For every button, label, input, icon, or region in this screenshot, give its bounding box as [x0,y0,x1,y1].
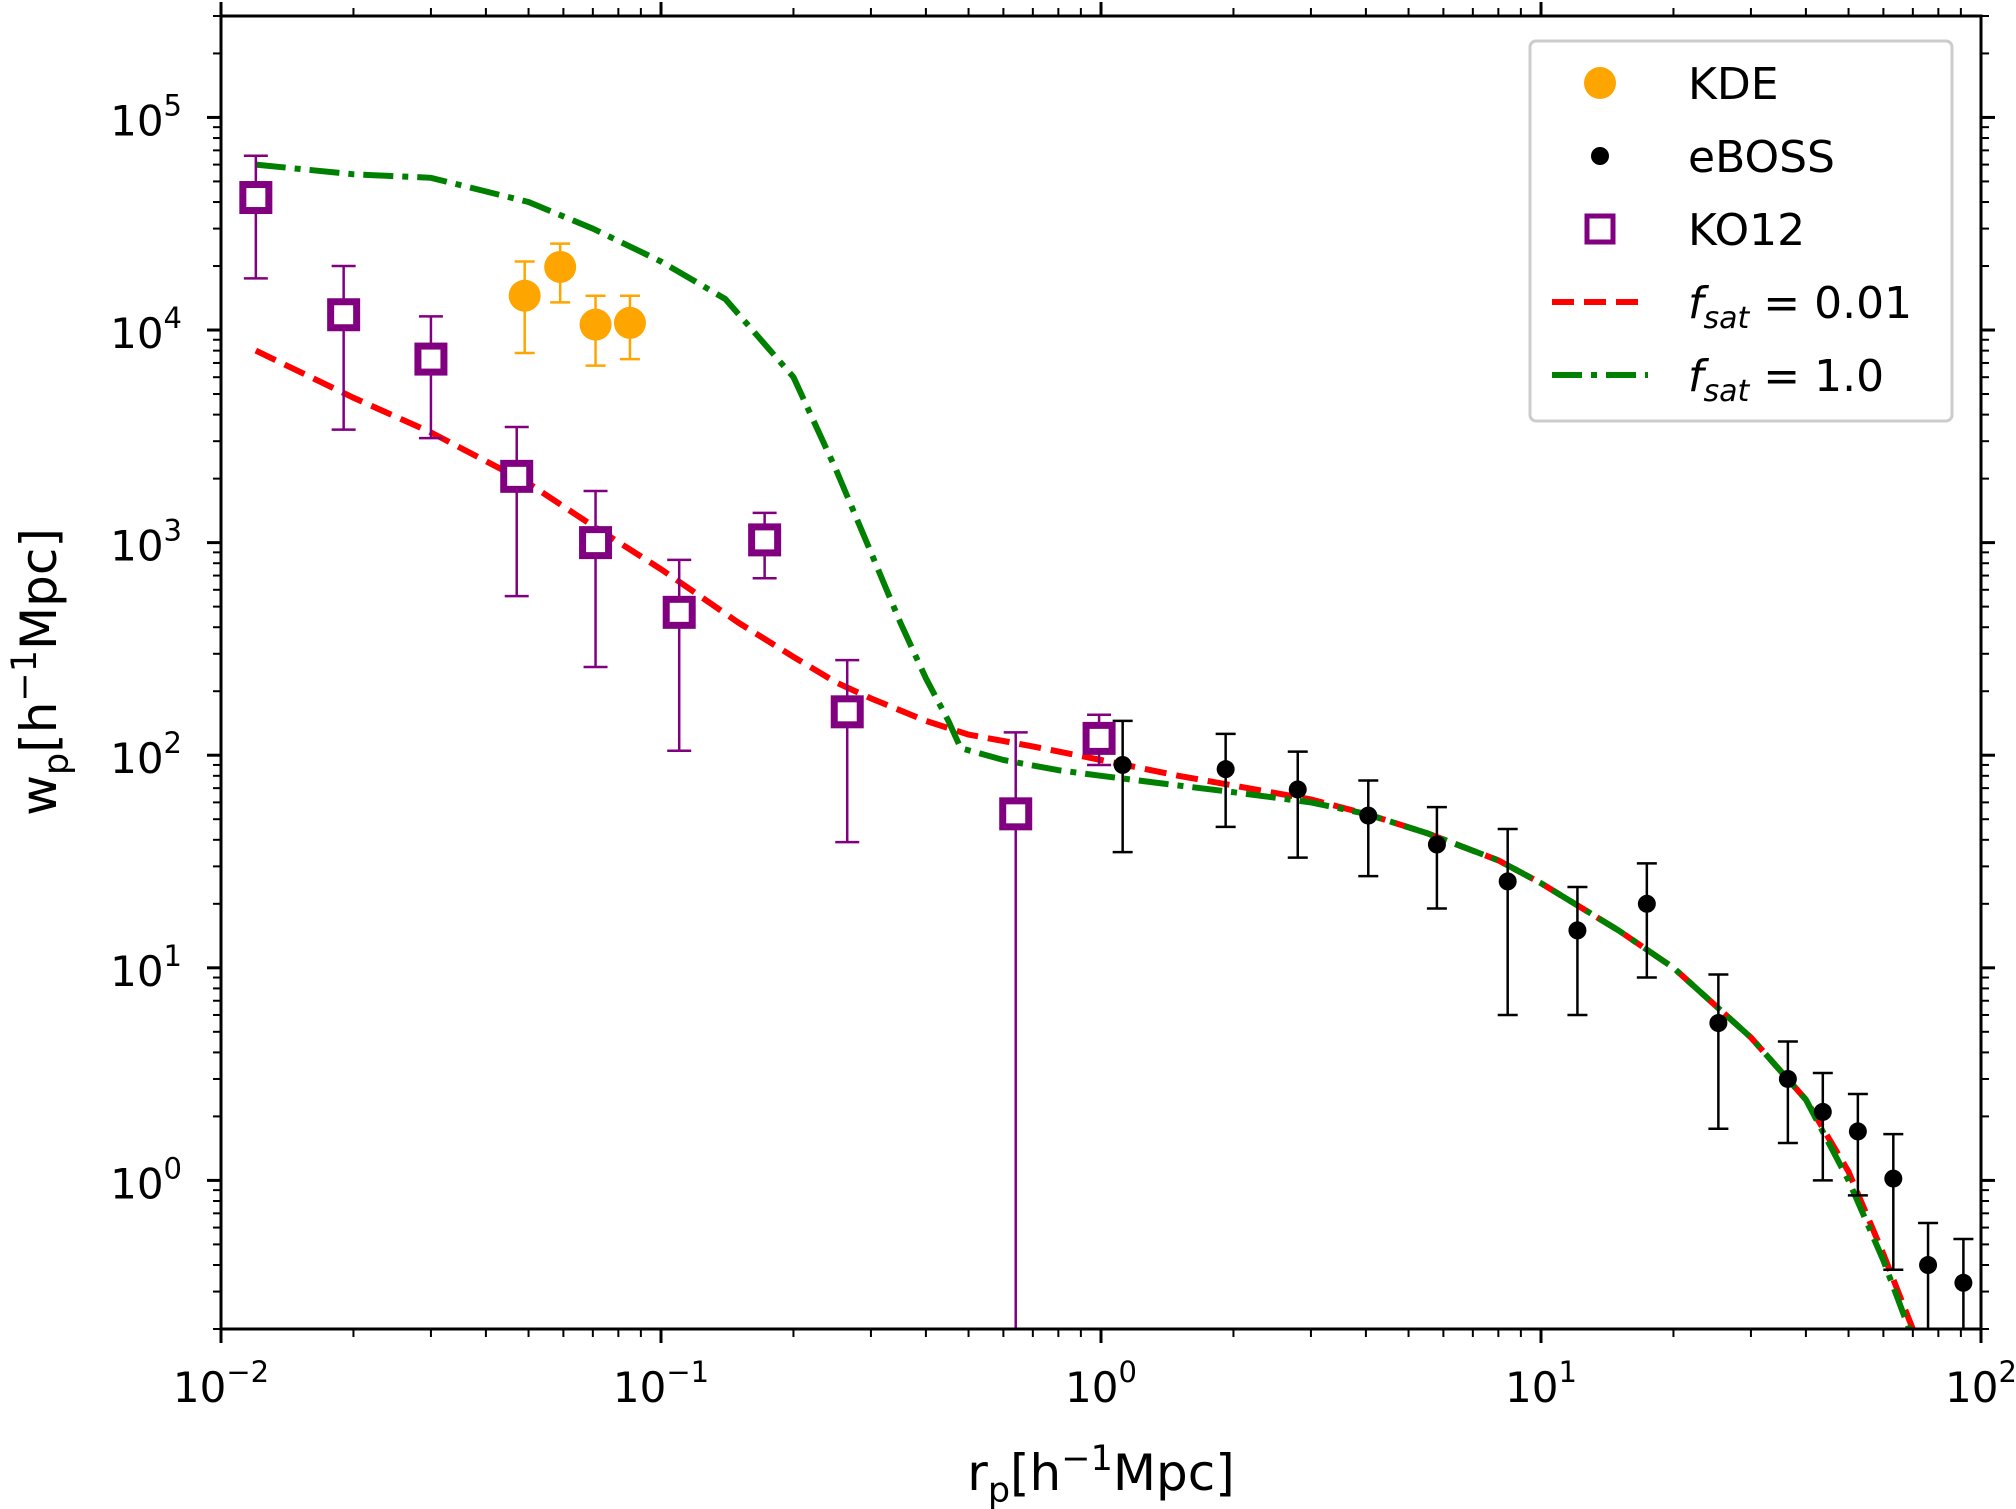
ko12-marker [500,459,534,493]
kde-marker [613,306,646,339]
data-point-eboss-11 [1847,1092,1868,1197]
eboss-marker [1848,1122,1867,1141]
x-tick-label: 100 [1065,1355,1137,1412]
ko12-marker [662,595,696,629]
data-point-eboss-4 [1426,805,1447,910]
kde-marker [579,308,612,341]
data-point-eboss-5 [1497,827,1518,1017]
data-point-ko12-4 [579,489,613,669]
ko12-marker [579,526,613,560]
y-tick-label: 104 [110,301,182,358]
ko12-marker [239,181,273,215]
legend-marker [1584,213,1616,245]
eboss-marker [1709,1014,1728,1033]
legend-item: KO12 [1584,205,1805,256]
legend-label: eBOSS [1688,132,1835,183]
eboss-marker [1359,806,1378,825]
data-point-ko12-3 [500,425,534,598]
data-point-eboss-13 [1918,1221,1939,1329]
x-tick-label: 102 [1945,1355,2016,1412]
data-point-eboss-12 [1883,1132,1904,1271]
x-tick-label: 10−2 [173,1355,269,1412]
y-tick-label: 105 [110,88,182,145]
kde-marker [508,279,541,312]
y-axis-label: wp[h−1Mpc] [5,528,77,816]
x-axis-label: rp[h−1Mpc] [967,1439,1234,1509]
legend-item: fsat = 1.0 [1552,351,1884,409]
legend-item: KDE [1584,59,1779,110]
eboss-marker [1113,755,1132,774]
eboss-marker [1427,835,1446,854]
eboss-marker [1884,1169,1903,1188]
data-point-ko12-1 [327,264,361,431]
eboss-marker [1813,1102,1832,1121]
data-point-kde-3 [613,294,646,361]
legend-label: fsat = 0.01 [1688,278,1912,336]
y-tick-label: 102 [110,726,182,783]
y-tick-label: 100 [110,1151,182,1208]
data-point-ko12-5 [662,558,696,752]
data-point-eboss-9 [1777,1040,1798,1145]
data-point-ko12-9 [1082,713,1116,767]
data-point-eboss-0 [1112,719,1133,854]
series-line-1 [255,161,1913,1329]
data-point-eboss-3 [1358,779,1379,878]
eboss-marker [1919,1256,1938,1275]
x-tick-label: 101 [1505,1355,1577,1412]
data-point-eboss-1 [1215,732,1236,829]
eboss-marker [1954,1273,1973,1292]
ko12-marker [414,342,448,376]
y-tick-label: 103 [110,514,182,571]
eboss-marker [1288,780,1307,799]
data-point-eboss-14 [1953,1237,1974,1329]
legend-label: KDE [1688,59,1779,110]
legend: KDE eBOSS KO12 fsat = 0.01 fsat = 1.0 [1528,39,1954,423]
legend-marker [1591,147,1609,165]
y-tick-label: 101 [110,939,182,996]
ko12-marker [999,797,1033,831]
data-point-kde-2 [579,294,612,367]
axis-layer: 10−2 10−1 100 101 102 100 101 102 103 104 105 [110,2,2016,1412]
ko12-marker [1082,721,1116,755]
data-point-ko12-7 [830,658,864,844]
data-point-eboss-6 [1567,885,1588,1017]
ko12-marker [830,695,864,729]
data-point-eboss-7 [1636,862,1657,979]
data-point-eboss-10 [1812,1071,1833,1182]
data-point-ko12-8 [999,731,1033,1329]
legend-label: fsat = 1.0 [1688,351,1884,409]
series-line-0 [254,347,1917,1329]
data-point-kde-0 [508,260,541,355]
legend-item: eBOSS [1591,132,1835,183]
x-tick-label: 10−1 [613,1355,709,1412]
legend-label: KO12 [1688,205,1805,256]
data-point-ko12-0 [239,154,273,280]
legend-item: fsat = 0.01 [1552,278,1912,336]
eboss-marker [1778,1069,1797,1088]
ko12-marker [748,523,782,557]
data-point-eboss-8 [1708,973,1729,1130]
series-layer [239,154,1974,1329]
eboss-marker [1498,872,1517,891]
eboss-marker [1637,894,1656,913]
ko12-marker [327,298,361,332]
data-point-kde-1 [544,242,577,304]
eboss-marker [1216,760,1235,779]
legend-box [1528,39,1954,423]
kde-marker [544,250,577,283]
data-point-eboss-2 [1287,750,1308,859]
legend-marker [1584,67,1616,99]
data-point-ko12-2 [414,315,448,440]
data-point-ko12-6 [748,511,782,580]
eboss-marker [1568,921,1587,940]
